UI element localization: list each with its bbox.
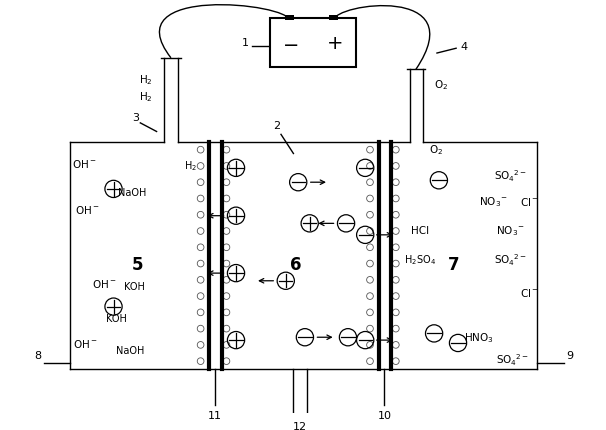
- Text: HCl: HCl: [411, 225, 429, 236]
- Text: SO$_4$$^{2-}$: SO$_4$$^{2-}$: [494, 168, 527, 184]
- Text: NO$_3$$^{-}$: NO$_3$$^{-}$: [496, 224, 525, 237]
- Text: 3: 3: [132, 113, 139, 123]
- Text: 6: 6: [290, 255, 301, 273]
- Text: KOH: KOH: [124, 281, 145, 291]
- Text: 1: 1: [241, 38, 248, 49]
- Text: O$_2$: O$_2$: [434, 79, 448, 92]
- Text: OH$^-$: OH$^-$: [75, 203, 100, 215]
- Text: HNO$_3$: HNO$_3$: [464, 331, 494, 344]
- Text: 12: 12: [293, 421, 307, 430]
- Text: 11: 11: [208, 410, 222, 420]
- Text: O$_2$: O$_2$: [429, 142, 443, 156]
- Text: NO$_3$$^{-}$: NO$_3$$^{-}$: [479, 195, 508, 209]
- Text: 10: 10: [378, 410, 391, 420]
- Text: KOH: KOH: [106, 313, 127, 323]
- Text: $+$: $+$: [327, 34, 343, 53]
- Text: OH$^-$: OH$^-$: [73, 158, 97, 170]
- Text: OH$^-$: OH$^-$: [92, 277, 116, 289]
- Text: 8: 8: [35, 350, 41, 361]
- Text: H$_2$: H$_2$: [184, 159, 196, 172]
- Text: H$_2$: H$_2$: [139, 90, 153, 104]
- Text: OH$^-$: OH$^-$: [73, 337, 98, 349]
- Text: 7: 7: [447, 255, 459, 273]
- Text: SO$_4$$^{2-}$: SO$_4$$^{2-}$: [496, 352, 529, 367]
- Text: 2: 2: [273, 120, 281, 130]
- Text: 4: 4: [461, 42, 468, 52]
- Text: 5: 5: [132, 255, 143, 273]
- Bar: [329, 16, 338, 22]
- Bar: [270, 18, 356, 68]
- Text: NaOH: NaOH: [116, 345, 144, 355]
- Text: H$_2$: H$_2$: [139, 73, 153, 86]
- Text: H$_2$SO$_4$: H$_2$SO$_4$: [404, 252, 436, 266]
- Text: Cl$^-$: Cl$^-$: [521, 286, 539, 298]
- Text: 9: 9: [567, 350, 573, 361]
- Bar: [285, 16, 295, 22]
- Text: Cl$^-$: Cl$^-$: [521, 196, 539, 208]
- Text: $-$: $-$: [282, 34, 299, 53]
- Text: SO$_4$$^{2-}$: SO$_4$$^{2-}$: [494, 252, 527, 267]
- Text: NaOH: NaOH: [119, 187, 147, 197]
